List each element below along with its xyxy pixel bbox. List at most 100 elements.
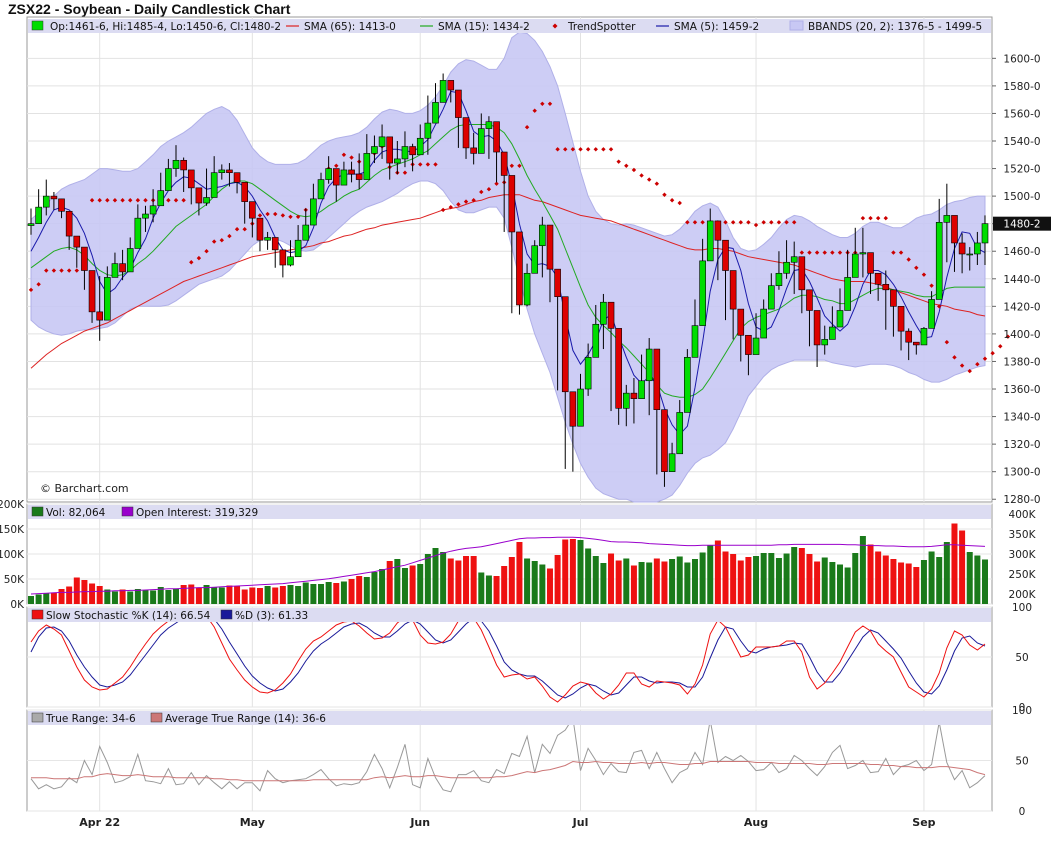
candle-body [340,169,348,186]
candle-body [279,249,287,266]
trendspotter-point [51,268,57,273]
candle-body [974,242,981,255]
volume-bar [58,589,65,604]
volume-bar [318,584,325,604]
candle-body [241,182,248,202]
legend-swatch [31,712,44,723]
volume-tick-label: 100K [0,549,25,561]
candle-body [439,80,447,103]
volume-bar [875,551,882,604]
legend-text: Average True Range (14): 36-6 [165,713,326,725]
candle-body [790,256,798,263]
legend-text: True Range: 34-6 [45,713,136,725]
candle-body [348,169,355,175]
volume-bar [691,559,698,604]
trendspotter-point [120,198,125,203]
candle-body [981,223,989,244]
volume-bar [890,559,897,604]
trendspotter-point [677,200,682,206]
volume-bar [546,568,553,604]
legend-bar [28,505,991,519]
candle-body [737,308,745,336]
trendspotter-point [219,238,224,243]
trendspotter-point [700,220,705,225]
volume-bar [180,585,187,604]
volume-bar [959,530,966,604]
candle-body [867,252,874,274]
volume-bar [195,587,202,604]
volume-bar [966,552,973,604]
candle-body [653,348,661,410]
open-interest-line [30,536,986,595]
candle-body [539,224,546,247]
candle-body [371,146,378,154]
volume-bar [982,559,988,604]
trendspotter-point [265,211,270,217]
trendspotter-point [59,268,64,273]
candle-body [752,337,760,355]
candle-body [935,221,943,300]
candle-body [65,210,73,237]
volume-bar [485,575,492,604]
candle-body [485,121,493,129]
volume-bar [348,579,355,604]
volume-bar [150,590,157,604]
candle-body [378,136,386,147]
volume-bar [447,558,454,604]
candle-body [58,198,65,212]
x-tick-label: May [240,816,265,829]
volume-bar [775,558,782,604]
trendspotter-point [799,250,805,255]
trendspotter-point [36,282,41,287]
trendspotter-point [914,265,919,270]
trendspotter-point [937,304,942,309]
candle-body [203,197,210,204]
candle-body [745,334,752,355]
volume-bar [440,552,447,604]
volume-bar [783,553,790,604]
trendspotter-point [540,101,545,107]
candle-body [729,270,737,310]
volume-bar [463,556,470,604]
volume-bar [844,567,851,604]
candle-body [813,310,821,346]
volume-bar [585,548,592,604]
x-tick-label: Sep [912,816,935,829]
legend-text: TrendSpotter [567,21,636,33]
trendspotter-point [761,220,766,225]
trendspotter-point [807,250,812,255]
volume-bar [943,542,950,604]
oi-tick-label: 350K [1009,529,1037,541]
candle-body [630,392,638,399]
candlesticks [27,73,989,487]
trendspotter-point [753,222,759,228]
candle-body [409,146,416,156]
candle-body [432,102,439,124]
candle-body [42,195,50,208]
candle-body [661,409,668,472]
candle-body [180,159,187,171]
candle-body [142,213,149,219]
trendspotter-point [822,250,827,255]
trendspotter-point [334,163,339,169]
candle-body [172,159,180,169]
volume-bar [394,559,401,604]
volume-bar [791,547,798,604]
stoch-tick-label: 100 [1012,602,1032,614]
candle-body [500,151,508,176]
candle-body [722,239,729,271]
candle-body [27,223,35,226]
trendspotter-point [105,198,110,203]
trendspotter-point [898,250,904,255]
volume-bar [218,587,225,604]
trendspotter-point [952,355,957,360]
volume-bar [470,556,477,604]
candle-body [302,224,310,241]
trendspotter-point [166,198,171,203]
trendspotter-point [486,187,492,192]
volume-bar [905,563,912,604]
candle-body [546,224,554,270]
volume-bar [951,523,958,604]
trendspotter-point [1005,334,1011,339]
candle-body [622,392,630,409]
